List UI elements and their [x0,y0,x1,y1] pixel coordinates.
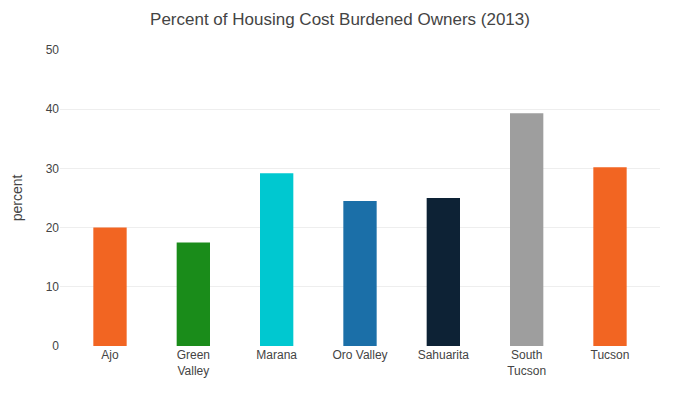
svg-text:SouthTucson: SouthTucson [507,348,546,378]
svg-text:0: 0 [52,339,59,353]
svg-text:20: 20 [46,221,60,235]
svg-text:40: 40 [46,102,60,116]
svg-text:10: 10 [46,280,60,294]
svg-text:Sahuarita: Sahuarita [418,348,470,362]
svg-text:percent: percent [9,175,25,222]
svg-text:Percent of Housing Cost Burden: Percent of Housing Cost Burdened Owners … [150,10,530,29]
svg-text:50: 50 [46,43,60,57]
svg-text:Marana: Marana [256,348,297,362]
svg-text:30: 30 [46,162,60,176]
svg-text:Ajo: Ajo [101,348,119,362]
svg-text:Oro Valley: Oro Valley [332,348,387,362]
svg-text:Tucson: Tucson [591,348,630,362]
svg-text:GreenValley: GreenValley [177,348,210,378]
